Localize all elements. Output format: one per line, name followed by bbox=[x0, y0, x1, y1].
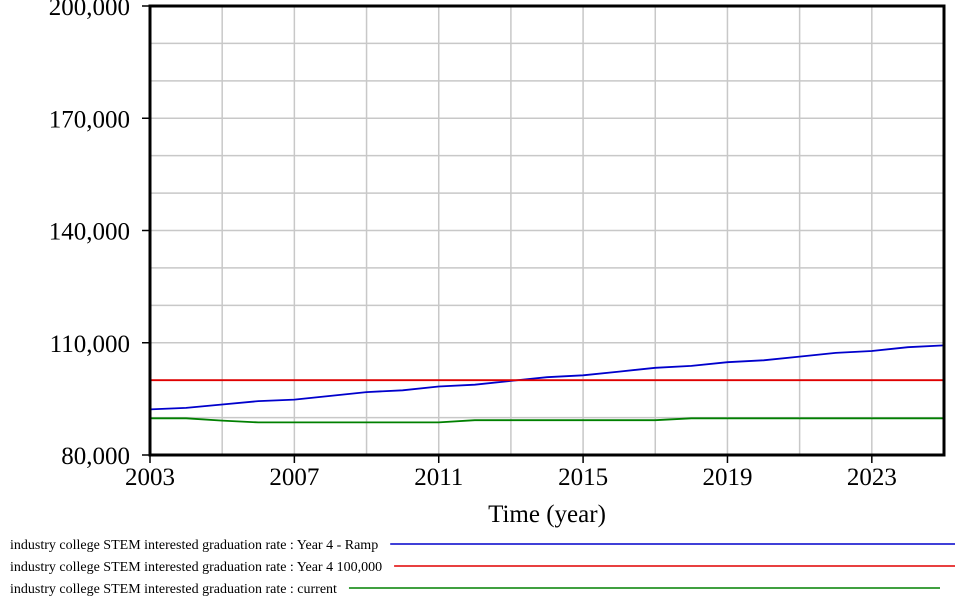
x-tick-label: 2015 bbox=[558, 464, 608, 491]
y-axis: 80,000 110,000 140,000 170,000 200,000 bbox=[49, 0, 150, 470]
legend: industry college STEM interested graduat… bbox=[10, 538, 955, 597]
y-tick-label: 110,000 bbox=[50, 331, 130, 358]
series-line bbox=[150, 417, 944, 424]
series-lines bbox=[149, 344, 945, 424]
x-tick-label: 2019 bbox=[702, 464, 752, 491]
y-tick-label: 200,000 bbox=[49, 0, 130, 21]
legend-label: industry college STEM interested graduat… bbox=[10, 538, 378, 553]
x-tick-label: 2011 bbox=[414, 464, 463, 491]
y-tick-label: 140,000 bbox=[49, 219, 130, 246]
x-tick-label: 2023 bbox=[847, 464, 897, 491]
legend-label: industry college STEM interested graduat… bbox=[10, 582, 337, 597]
y-tick-label: 80,000 bbox=[61, 443, 130, 470]
y-tick-label: 170,000 bbox=[49, 106, 130, 133]
x-axis-label: Time (year) bbox=[488, 501, 606, 528]
x-tick-label: 2007 bbox=[269, 464, 319, 491]
series-line bbox=[149, 344, 945, 411]
x-axis: 2003 2007 2011 2015 2019 2023 bbox=[125, 455, 897, 491]
legend-label: industry college STEM interested graduat… bbox=[10, 560, 382, 575]
x-tick-label: 2003 bbox=[125, 464, 175, 491]
grid bbox=[150, 6, 944, 455]
